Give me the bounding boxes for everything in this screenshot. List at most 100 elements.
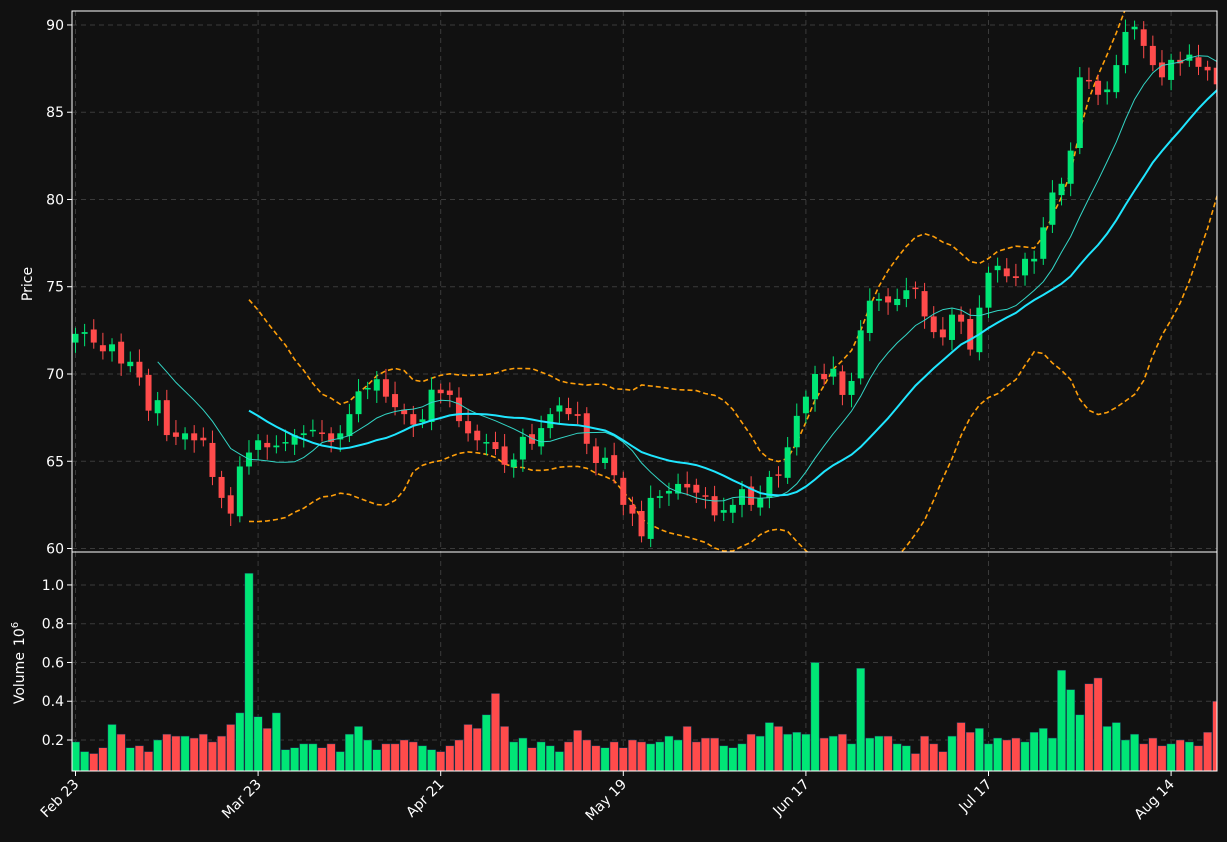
candle-body — [1012, 276, 1019, 279]
volume-bar — [180, 735, 190, 771]
volume-bar — [956, 722, 966, 771]
volume-bar — [418, 745, 427, 771]
candle-body — [1213, 67, 1217, 85]
volume-bar — [938, 751, 948, 771]
candle-body — [163, 400, 170, 436]
candle-body — [401, 409, 408, 415]
volume-bar — [974, 728, 984, 771]
candle-body — [656, 496, 663, 498]
candle-body — [665, 490, 672, 494]
candle-body — [1104, 89, 1111, 93]
volume-y-ticks: 0.2 0.4 0.6 0.8 1.0 — [42, 578, 72, 749]
volume-bar — [774, 726, 783, 771]
volume-bar — [1203, 731, 1213, 771]
volume-bar — [144, 751, 153, 771]
volume-bar — [253, 716, 263, 771]
volume-bar — [171, 735, 181, 771]
candle-body — [510, 459, 517, 468]
volume-bar — [929, 743, 939, 771]
candle-body — [565, 408, 572, 415]
volume-bar — [637, 741, 646, 771]
volume-bar — [372, 749, 382, 771]
volume-bar — [244, 573, 254, 771]
volume-bar — [445, 745, 455, 771]
candle-body — [483, 442, 490, 444]
candle-body — [455, 397, 462, 422]
candle-body — [492, 442, 499, 450]
candle-body — [337, 433, 344, 440]
candle-body — [629, 504, 636, 514]
volume-bar — [208, 741, 217, 771]
candle-body — [1140, 29, 1147, 46]
volume-bar — [262, 728, 272, 771]
volume-bar — [764, 722, 774, 771]
volume-bar — [536, 741, 546, 771]
volume-bar — [1038, 728, 1048, 771]
volume-bar — [527, 747, 537, 771]
volume-tick-label: 0.2 — [42, 733, 64, 749]
candle-body — [930, 316, 937, 333]
volume-bar — [281, 749, 290, 771]
candle-body — [419, 419, 426, 422]
price-panel: 60 65 70 75 80 85 90 Price — [20, 10, 1218, 558]
volume-bar — [500, 726, 510, 771]
candle-body — [647, 497, 654, 539]
candle-body — [885, 296, 892, 303]
volume-bar — [728, 747, 738, 771]
volume-bar — [509, 741, 519, 771]
price-axis-title: Price — [20, 267, 36, 301]
candle-body — [784, 447, 791, 478]
volume-bar — [719, 745, 729, 771]
candle-body — [1095, 80, 1102, 95]
volume-bar — [1194, 745, 1203, 771]
volume-bar — [1011, 737, 1021, 771]
upper-band-line — [248, 11, 1126, 463]
volume-tick-label: 1.0 — [42, 578, 64, 594]
volume-bar — [399, 739, 409, 771]
volume-bar — [408, 741, 418, 771]
candle-body — [766, 476, 773, 498]
candle-body — [273, 445, 280, 448]
volume-bar — [618, 747, 628, 771]
candle-body — [702, 495, 709, 497]
candle-body — [583, 413, 590, 444]
volume-bar — [235, 712, 245, 771]
candle-body — [574, 414, 581, 416]
volume-bar — [436, 751, 446, 771]
candle-body — [1049, 192, 1056, 225]
volume-bar — [1157, 745, 1167, 771]
volume-bar — [135, 745, 144, 771]
candle-body — [72, 333, 79, 343]
candle-body — [1022, 258, 1029, 276]
price-tick-label: 65 — [46, 454, 64, 470]
volume-bar — [737, 743, 747, 771]
candle-body — [282, 442, 289, 444]
candle-body — [437, 389, 444, 394]
candle-body — [191, 433, 198, 441]
candle-body — [994, 265, 1001, 271]
volume-bar — [1175, 739, 1185, 771]
volume-bar — [189, 737, 199, 771]
candle-body — [729, 504, 736, 513]
candle-body — [720, 510, 727, 513]
volume-bar — [993, 737, 1003, 771]
volume-bar — [965, 731, 975, 771]
volume-bar — [920, 735, 929, 771]
candle-body — [1067, 150, 1074, 184]
volume-bar — [299, 743, 309, 771]
candle-body — [638, 510, 645, 537]
volume-bar — [326, 743, 336, 771]
candle-body — [866, 300, 873, 333]
price-tick-label: 80 — [46, 192, 64, 208]
candle-body — [81, 332, 88, 334]
price-y-ticks: 60 65 70 75 80 85 90 — [46, 18, 72, 558]
candles — [72, 19, 1217, 548]
candle-body — [90, 329, 97, 343]
volume-bar — [755, 735, 765, 771]
volume-bar — [573, 730, 583, 771]
volume-bar — [892, 743, 902, 771]
volume-bar — [454, 739, 464, 771]
candle-body — [1122, 31, 1129, 66]
volume-bar — [89, 753, 99, 771]
volume-bar — [801, 733, 811, 771]
